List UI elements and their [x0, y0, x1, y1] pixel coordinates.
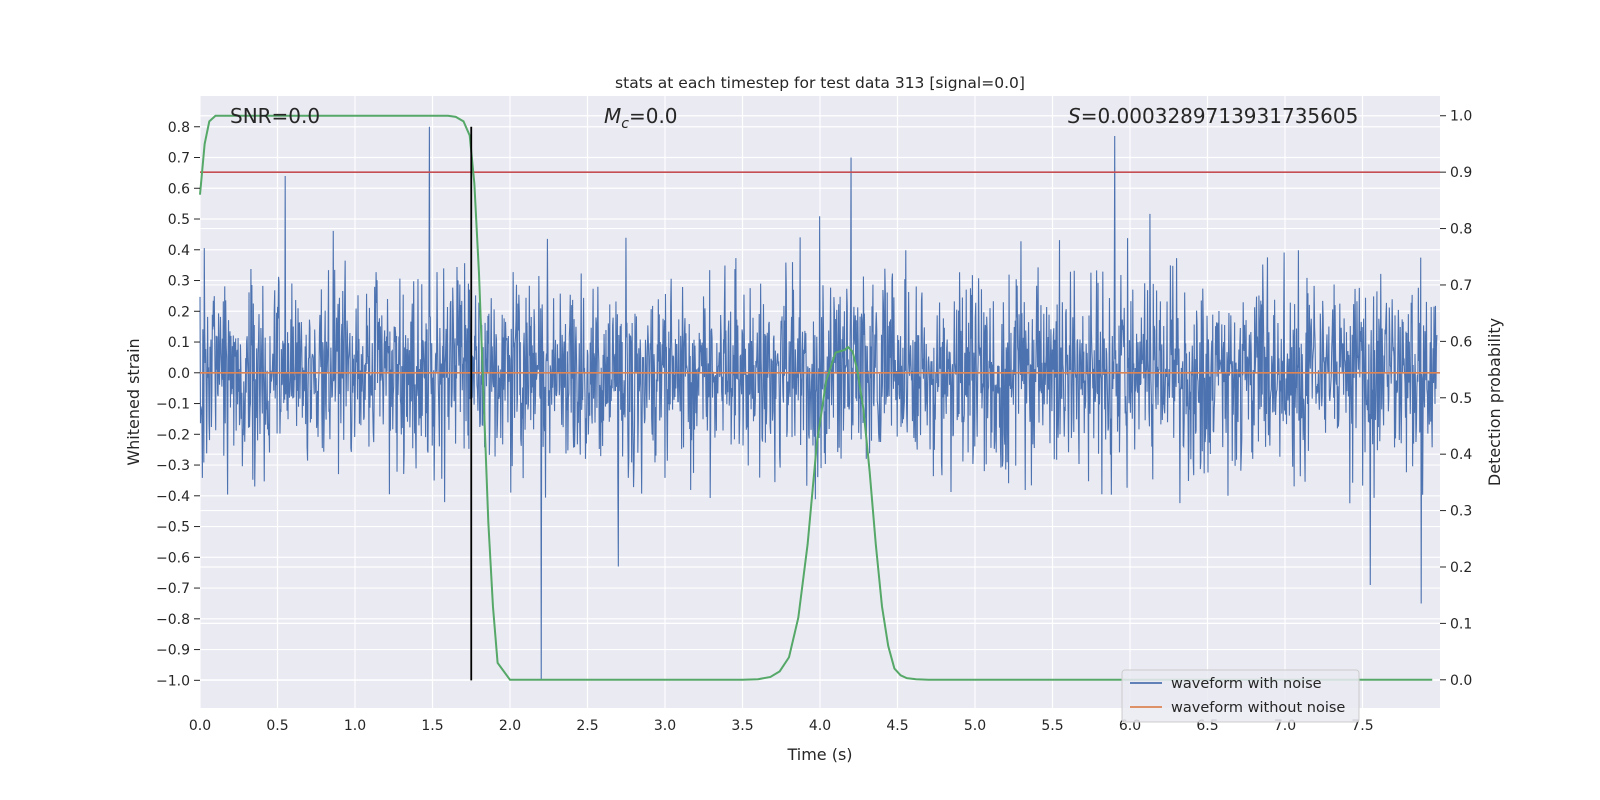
y-right-axis-ticks: 1.0 0.9 0.8 0.7 0.6 0.5 0.4 0.3 0.2 0.1 0.0 — [1440, 109, 1472, 689]
s-value: =0.0003289713931735605 — [1081, 104, 1359, 128]
y-right-tick-label: 0.5 — [1450, 391, 1472, 407]
y-left-tick-label: 0.2 — [168, 304, 190, 320]
y-right-tick-label: 0.9 — [1450, 165, 1472, 181]
y-right-tick-label: 0.2 — [1450, 560, 1472, 576]
y-left-tick-label: −0.4 — [156, 489, 190, 505]
x-tick-label: 2.5 — [576, 718, 598, 734]
s-annotation: S=0.0003289713931735605 — [1068, 104, 1358, 128]
detection-probability-line — [199, 114, 1433, 681]
x-tick-label: 1.0 — [344, 718, 366, 734]
x-tick-label: 3.0 — [654, 718, 676, 734]
x-axis-label: Time (s) — [786, 745, 852, 764]
y-right-tick-label: 0.6 — [1450, 334, 1472, 350]
x-tick-label: 4.5 — [886, 718, 908, 734]
mc-symbol: M — [604, 104, 621, 128]
y-right-tick-label: 0.1 — [1450, 616, 1472, 632]
y-left-tick-label: 0.3 — [168, 274, 190, 290]
y-right-axis-label: Detection probability — [1485, 318, 1504, 486]
y-right-tick-label: 0.3 — [1450, 504, 1472, 520]
x-tick-label: 0.5 — [266, 718, 288, 734]
y-left-tick-label: −0.1 — [156, 397, 190, 413]
y-left-tick-label: −0.6 — [156, 550, 190, 566]
series-layer — [199, 114, 1440, 681]
y-left-tick-label: 0.4 — [168, 243, 190, 259]
y-left-tick-label: 0.8 — [168, 120, 190, 136]
y-left-tick-label: 0.7 — [168, 151, 190, 167]
x-axis-ticks: 0.0 0.5 1.0 1.5 2.0 2.5 3.0 3.5 4.0 4.5 5.0 5.5 6.0 6… — [189, 718, 1374, 734]
legend-label-clean: waveform without noise — [1171, 700, 1345, 716]
y-right-tick-label: 0.8 — [1450, 222, 1472, 238]
y-right-tick-label: 0.4 — [1450, 447, 1472, 463]
y-left-axis-ticks: 0.8 0.7 0.6 0.5 0.4 0.3 0.2 0.1 0.0 −0.1 −0.2 −0.3 −… — [156, 120, 200, 689]
y-left-tick-label: 0.6 — [168, 181, 190, 197]
x-tick-label: 4.0 — [809, 718, 831, 734]
chart-title: stats at each timestep for test data 313… — [615, 74, 1025, 92]
y-left-tick-label: 0.0 — [168, 366, 190, 382]
mc-annotation: Mc=0.0 — [604, 104, 678, 132]
legend-label-noise: waveform with noise — [1171, 676, 1322, 692]
y-left-axis-label: Whitened strain — [124, 338, 143, 465]
legend-box — [1121, 669, 1360, 723]
y-right-tick-label: 0.7 — [1450, 278, 1472, 294]
waveform-with-noise-line — [199, 126, 1438, 681]
x-tick-label: 0.0 — [189, 718, 211, 734]
y-left-tick-label: 0.5 — [168, 212, 190, 228]
y-left-tick-label: −0.2 — [156, 427, 190, 443]
mc-value: =0.0 — [629, 104, 678, 128]
y-right-tick-label: 0.0 — [1450, 673, 1472, 689]
x-tick-label: 5.5 — [1041, 718, 1063, 734]
y-left-tick-label: −0.3 — [156, 458, 190, 474]
legend: waveform with noise waveform without noi… — [1121, 669, 1360, 723]
s-symbol: S — [1068, 104, 1081, 128]
y-left-tick-label: −0.5 — [156, 520, 190, 536]
y-left-tick-label: 0.1 — [168, 335, 190, 351]
y-left-tick-label: −0.7 — [156, 581, 190, 597]
x-tick-label: 2.0 — [499, 718, 521, 734]
x-tick-label: 5.0 — [964, 718, 986, 734]
y-right-tick-label: 1.0 — [1450, 109, 1472, 125]
y-left-tick-label: −0.9 — [156, 643, 190, 659]
mc-subscript: c — [621, 116, 629, 132]
y-left-tick-label: −0.8 — [156, 612, 190, 628]
snr-annotation: SNR=0.0 — [230, 104, 320, 128]
x-tick-label: 1.5 — [421, 718, 443, 734]
x-tick-label: 3.5 — [731, 718, 753, 734]
y-left-tick-label: −1.0 — [156, 673, 190, 689]
